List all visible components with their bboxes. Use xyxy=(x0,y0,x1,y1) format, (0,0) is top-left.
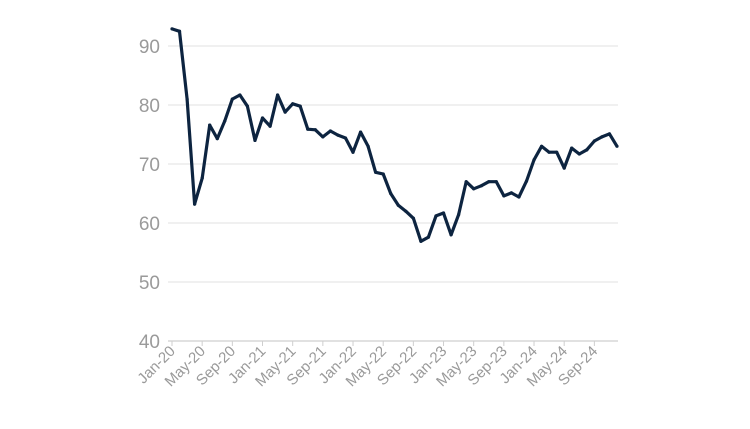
data-point xyxy=(253,138,257,142)
data-point xyxy=(479,184,483,188)
data-point xyxy=(472,187,476,191)
data-point xyxy=(170,27,174,31)
data-point xyxy=(539,144,544,148)
data-point xyxy=(260,116,265,120)
data-point xyxy=(570,146,574,150)
data-point xyxy=(306,127,310,131)
data-point xyxy=(238,93,242,97)
data-point xyxy=(275,93,280,97)
data-point xyxy=(615,144,619,148)
data-point xyxy=(245,104,250,108)
data-point xyxy=(177,29,182,33)
data-point xyxy=(509,191,514,195)
data-point xyxy=(487,180,491,184)
y-tick-label: 80 xyxy=(139,96,160,117)
data-point xyxy=(283,110,287,114)
y-tick-label: 90 xyxy=(139,37,160,58)
data-point xyxy=(547,150,551,154)
y-tick-label: 70 xyxy=(139,155,160,176)
data-point xyxy=(215,137,219,141)
data-point xyxy=(374,170,378,174)
data-point xyxy=(502,194,506,198)
data-point xyxy=(426,235,431,239)
data-point xyxy=(193,202,197,206)
data-point xyxy=(321,135,325,139)
data-point xyxy=(200,176,204,180)
data-point xyxy=(577,152,581,156)
data-point xyxy=(396,203,400,207)
gridlines xyxy=(168,45,618,342)
data-point xyxy=(366,144,370,148)
y-axis: 40 50 60 70 80 90 xyxy=(139,37,160,353)
data-point xyxy=(268,124,272,128)
data-point xyxy=(562,166,566,170)
data-point xyxy=(532,158,536,162)
x-axis: Jan-20May-20Sep-20Jan-21May-21Sep-21Jan-… xyxy=(134,341,601,390)
data-point xyxy=(555,150,559,154)
data-point xyxy=(336,133,340,137)
y-tick-label: 50 xyxy=(139,273,160,294)
data-point xyxy=(517,195,521,199)
data-point xyxy=(411,216,415,220)
data-point xyxy=(298,104,302,108)
data-point xyxy=(600,135,604,139)
data-point xyxy=(291,102,295,106)
data-point xyxy=(404,209,408,213)
data-point xyxy=(585,148,589,152)
data-point xyxy=(419,239,423,243)
series-line xyxy=(171,27,619,243)
data-point xyxy=(208,123,212,127)
data-point xyxy=(592,139,596,143)
data-point xyxy=(449,233,453,237)
data-point xyxy=(313,128,317,132)
data-point xyxy=(185,97,189,101)
data-point xyxy=(343,136,348,140)
data-point xyxy=(389,191,393,196)
data-point xyxy=(230,97,234,101)
data-point xyxy=(441,211,446,215)
data-point xyxy=(351,150,355,154)
data-point xyxy=(524,179,529,183)
data-point xyxy=(457,213,461,217)
data-point xyxy=(328,129,332,133)
data-point xyxy=(607,132,612,136)
y-tick-label: 60 xyxy=(139,214,160,235)
data-point xyxy=(223,119,227,123)
y-tick-label: 40 xyxy=(139,332,160,353)
data-point xyxy=(381,172,385,176)
data-point xyxy=(494,180,498,184)
data-point xyxy=(464,180,468,184)
data-point xyxy=(434,214,438,218)
data-point xyxy=(358,130,363,134)
